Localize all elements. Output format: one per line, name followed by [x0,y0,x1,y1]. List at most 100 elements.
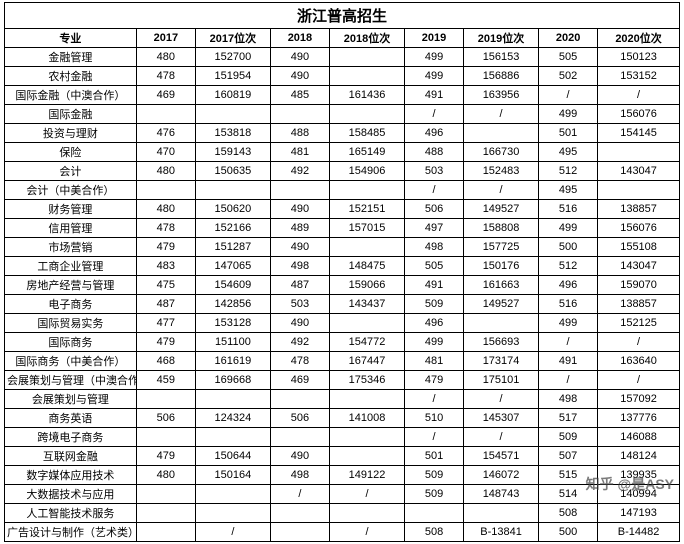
cell-value: / [404,181,463,200]
cell-major: 跨境电子商务 [5,428,137,447]
cell-value: 481 [270,143,329,162]
cell-value [136,523,195,542]
table-row: 会计480150635492154906503152483512143047 [5,162,680,181]
cell-value: 150176 [464,257,539,276]
table-row: 国际金融//499156076 [5,105,680,124]
cell-value: 490 [270,238,329,257]
cell-value: 156693 [464,333,539,352]
cell-value: 490 [270,200,329,219]
cell-value: 148475 [329,257,404,276]
cell-value: 469 [136,86,195,105]
cell-value [270,523,329,542]
table-row: 人工智能技术服务508147193 [5,504,680,523]
cell-value: 490 [270,447,329,466]
cell-value: 498 [539,390,598,409]
cell-value: 161663 [464,276,539,295]
cell-value: 157092 [598,390,680,409]
cell-major: 财务管理 [5,200,137,219]
cell-value [270,504,329,523]
cell-value: 479 [136,238,195,257]
cell-value: 479 [404,371,463,390]
col-2018: 2018 [270,29,329,48]
cell-value: 479 [136,333,195,352]
cell-value: 516 [539,295,598,314]
table-row: 会计（中美合作）//495 [5,181,680,200]
cell-value: 150644 [195,447,270,466]
cell-value: 509 [404,466,463,485]
cell-value: 160819 [195,86,270,105]
cell-value: 506 [404,200,463,219]
cell-value: 152125 [598,314,680,333]
cell-value: 154145 [598,124,680,143]
cell-value: 165149 [329,143,404,162]
cell-value: 479 [136,447,195,466]
cell-value: 488 [270,124,329,143]
cell-value: 508 [539,504,598,523]
cell-value: 509 [539,428,598,447]
cell-value: 156076 [598,105,680,124]
cell-value: 149527 [464,200,539,219]
col-2019-rank: 2019位次 [464,29,539,48]
cell-value [136,504,195,523]
cell-value: / [329,523,404,542]
cell-value: 161436 [329,86,404,105]
cell-value: 124324 [195,409,270,428]
cell-value: / [464,390,539,409]
cell-value: 485 [270,86,329,105]
cell-value: 152151 [329,200,404,219]
cell-value: 161619 [195,352,270,371]
table-row: 广告设计与制作（艺术类）//508B-13841500B-14482 [5,523,680,542]
cell-major: 国际商务 [5,333,137,352]
cell-value: / [270,485,329,504]
table-row: 大数据技术与应用//509148743514140994 [5,485,680,504]
cell-value: 499 [404,48,463,67]
cell-value: 499 [539,105,598,124]
cell-value: 499 [404,333,463,352]
cell-value [329,314,404,333]
cell-major: 电子商务 [5,295,137,314]
cell-value: 158808 [464,219,539,238]
cell-value: 500 [539,238,598,257]
cell-value [136,390,195,409]
cell-value: 156153 [464,48,539,67]
cell-value: 498 [404,238,463,257]
cell-value [464,124,539,143]
cell-value: 517 [539,409,598,428]
table-row: 保险470159143481165149488166730495 [5,143,680,162]
cell-value [270,428,329,447]
cell-value: / [539,333,598,352]
cell-value: 501 [404,447,463,466]
cell-value: / [404,428,463,447]
table-row: 国际商务（中美合作）468161619478167447481173174491… [5,352,680,371]
cell-value: 459 [136,371,195,390]
cell-value: 470 [136,143,195,162]
table-row: 会展策划与管理（中澳合作）459169668469175346479175101… [5,371,680,390]
table-row: 财务管理480150620490152151506149527516138857 [5,200,680,219]
cell-value: 502 [539,67,598,86]
cell-value: / [464,181,539,200]
cell-value: / [539,371,598,390]
cell-value: / [539,86,598,105]
cell-value: 510 [404,409,463,428]
cell-value: 487 [270,276,329,295]
table-title: 浙江普高招生 [4,2,680,28]
cell-value: 163640 [598,352,680,371]
cell-value: 489 [270,219,329,238]
cell-value [136,485,195,504]
cell-value: / [404,105,463,124]
cell-value [195,105,270,124]
cell-major: 农村金融 [5,67,137,86]
cell-major: 大数据技术与应用 [5,485,137,504]
cell-major: 会计 [5,162,137,181]
table-row: 信用管理478152166489157015497158808499156076 [5,219,680,238]
cell-value: 509 [404,485,463,504]
cell-value: 478 [270,352,329,371]
cell-value: 146072 [464,466,539,485]
cell-value: 151287 [195,238,270,257]
cell-value: 505 [404,257,463,276]
cell-value: 490 [270,48,329,67]
cell-value: 496 [539,276,598,295]
cell-value: B-13841 [464,523,539,542]
cell-value: 491 [404,86,463,105]
cell-value: 150635 [195,162,270,181]
